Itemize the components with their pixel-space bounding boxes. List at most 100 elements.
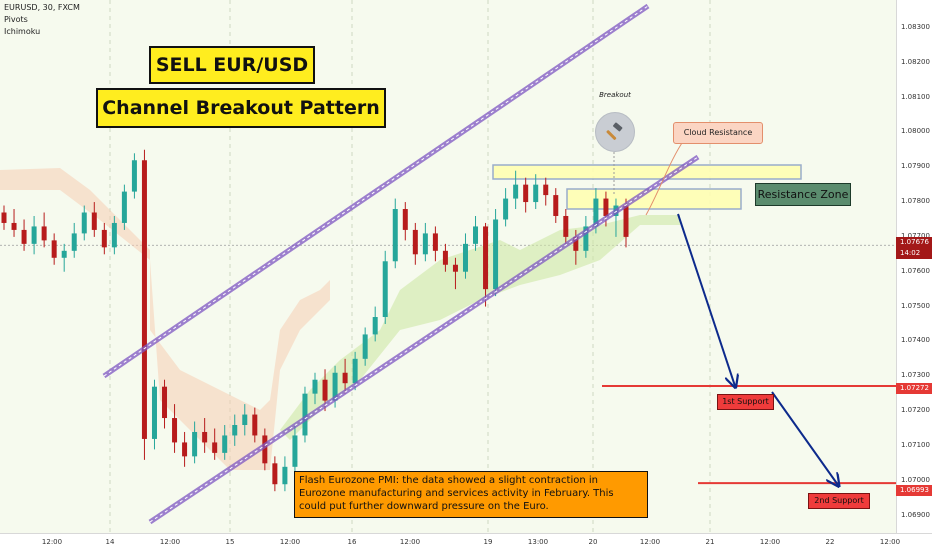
x-tick-label: 20	[588, 538, 598, 546]
bar-countdown: 14:02	[900, 249, 921, 257]
candle-body	[292, 435, 298, 467]
time-axis[interactable]: 12:00 14 12:00 15 12:00 16 12:00 19 13:00 20 12:00…	[0, 533, 932, 551]
breakout-label: Breakout	[599, 91, 631, 99]
candle-body	[192, 431, 198, 457]
candle-body	[282, 466, 288, 485]
y-tick-label: 1.06900	[901, 510, 930, 519]
resistance-box-upper	[492, 164, 802, 180]
projection-arrows[interactable]	[613, 139, 838, 485]
candle-body	[563, 215, 569, 237]
y-tick-label: 1.07600	[901, 266, 930, 275]
y-tick-label: 1.07200	[901, 406, 930, 415]
first-support-label: 1st Support	[717, 394, 774, 410]
price-channel[interactable]	[102, 3, 700, 525]
candle-body	[493, 219, 499, 290]
candle-body	[473, 226, 479, 244]
arrow-to-second-support	[771, 391, 838, 485]
y-tick-label: 1.07900	[901, 162, 930, 171]
candle-body	[81, 212, 87, 234]
candle-body	[162, 386, 168, 419]
candle-body	[322, 379, 328, 401]
candle-body	[352, 358, 358, 384]
x-tick-label: 12:00	[41, 538, 63, 546]
candle-body	[523, 184, 529, 203]
candle-body	[131, 160, 137, 192]
candle-body	[452, 264, 458, 272]
candle-body	[312, 379, 318, 394]
y-tick-label: 1.07800	[901, 197, 930, 206]
candle-body	[362, 334, 368, 359]
pivots-legend[interactable]: Pivots	[4, 15, 28, 24]
candle-body	[342, 372, 348, 384]
support-2-price-badge: 1.06993	[896, 485, 932, 496]
candle-body	[302, 393, 308, 436]
candle-body	[141, 160, 147, 439]
x-tick-label: 13:00	[527, 538, 549, 546]
candle-body	[483, 226, 489, 290]
candle-body	[462, 243, 468, 272]
x-tick-label: 12:00	[159, 538, 181, 546]
channel-line-dash	[103, 5, 649, 377]
candle-body	[172, 418, 178, 443]
candle-body	[71, 233, 77, 251]
y-tick-label: 1.07000	[901, 475, 930, 484]
candle-body	[603, 198, 609, 216]
x-tick-label: 12:00	[639, 538, 661, 546]
candle-body	[21, 229, 27, 244]
candle-body	[101, 229, 107, 248]
candle-body	[31, 226, 37, 244]
ichimoku-legend[interactable]: Ichimoku	[4, 27, 41, 36]
candle-body	[151, 386, 157, 439]
candle-body	[332, 372, 338, 401]
price-axis[interactable]: 1.08300 1.08200 1.08100 1.08000 1.07900 1.078…	[896, 0, 932, 533]
candle-body	[242, 414, 248, 426]
candle-body	[272, 463, 278, 485]
x-tick-label: 12:00	[399, 538, 421, 546]
candle-body	[593, 198, 599, 227]
candle-body	[121, 191, 127, 223]
y-tick-label: 1.08100	[901, 92, 930, 101]
candle-body	[262, 435, 268, 464]
candle-body	[432, 233, 438, 251]
support-levels[interactable]	[602, 384, 896, 485]
y-tick-label: 1.07400	[901, 336, 930, 345]
candle-body	[372, 317, 378, 335]
y-tick-label: 1.07300	[901, 371, 930, 380]
candle-body	[1, 212, 7, 223]
resistance-zone-boxes[interactable]	[492, 164, 802, 210]
x-tick-label: 19	[483, 538, 493, 546]
candle-body	[402, 209, 408, 230]
cloud-resistance-label: Cloud Resistance	[673, 122, 763, 144]
candle-body	[252, 414, 258, 436]
pattern-title: Channel Breakout Pattern	[96, 88, 386, 128]
candle-body	[182, 442, 188, 457]
y-tick-label: 1.07100	[901, 440, 930, 449]
candle-body	[91, 212, 97, 230]
candle-body	[623, 205, 629, 237]
current-price-value: 1.07676	[900, 238, 929, 246]
candle-body	[573, 236, 579, 251]
arrow-to-first-support	[677, 213, 735, 386]
candle-body	[51, 240, 57, 258]
candle-body	[553, 195, 559, 216]
x-tick-label: 12:00	[879, 538, 901, 546]
symbol-legend[interactable]: EURUSD, 30, FXCM	[4, 3, 80, 12]
support-1-price-badge: 1.07272	[896, 383, 932, 394]
candle-body	[392, 209, 398, 262]
candle-body	[382, 261, 388, 318]
x-tick-label: 22	[825, 538, 835, 546]
candle-body	[222, 435, 228, 453]
candle-body	[583, 226, 589, 251]
hammer-icon	[595, 112, 635, 152]
candle-body	[61, 250, 67, 258]
candle-body	[503, 198, 509, 220]
x-tick-label: 16	[347, 538, 357, 546]
candle-body	[422, 233, 428, 255]
current-price-badge: 1.07676 14:02	[896, 237, 932, 259]
y-tick-label: 1.08300	[901, 22, 930, 31]
candle-body	[111, 222, 117, 248]
candle-body	[212, 442, 218, 453]
x-tick-label: 21	[705, 538, 715, 546]
second-support-label: 2nd Support	[808, 493, 870, 509]
